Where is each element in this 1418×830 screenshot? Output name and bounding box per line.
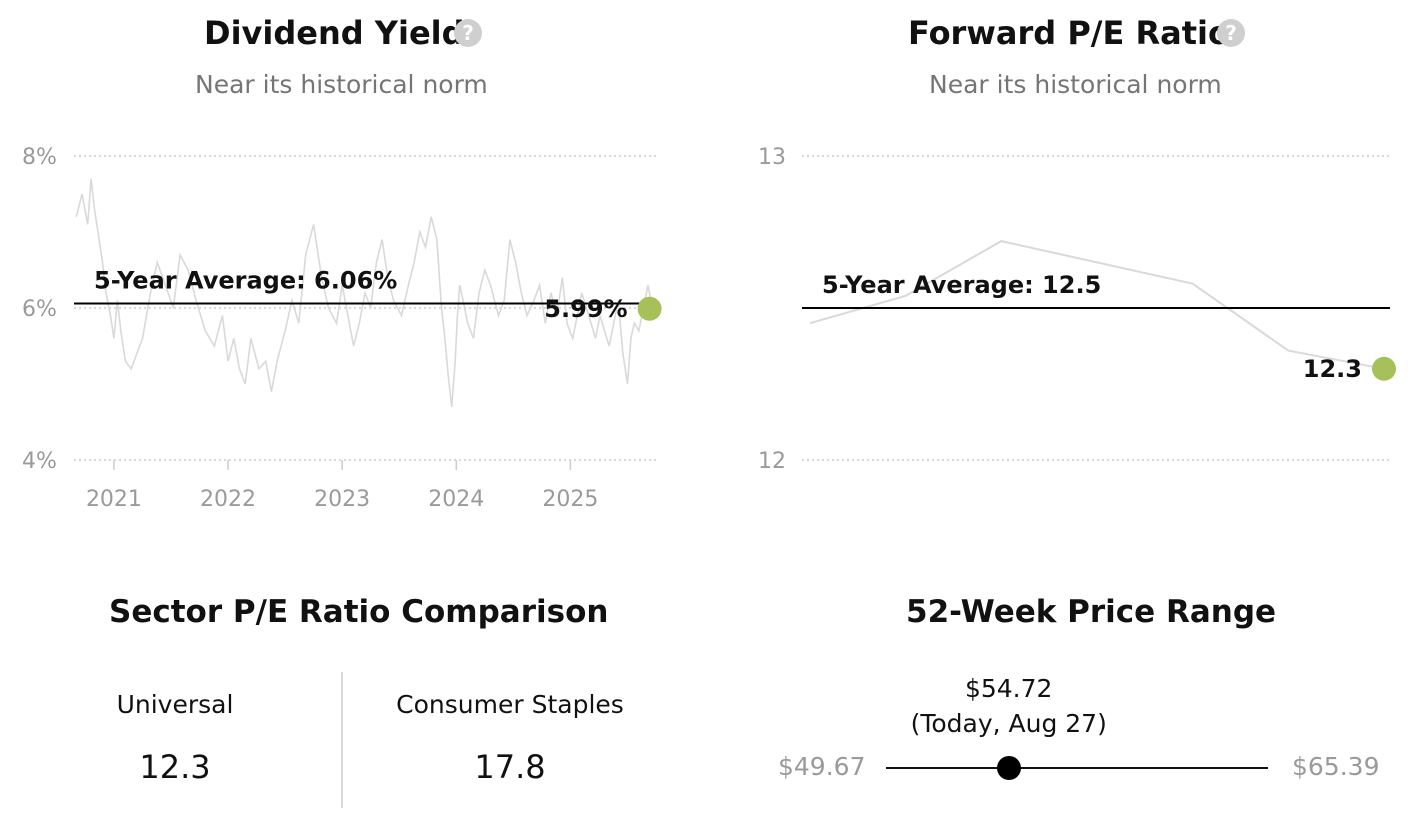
current-value-label: 12.3 xyxy=(1303,355,1362,383)
y-tick-label: 4% xyxy=(22,449,57,474)
average-label: 5-Year Average: 12.5 xyxy=(822,271,1101,299)
sector-item-universal-value: 12.3 xyxy=(139,748,211,786)
y-tick-label: 8% xyxy=(22,145,57,170)
price-range-current-note: (Today, Aug 27) xyxy=(910,709,1107,738)
dividend-help-icon[interactable]: ? xyxy=(454,19,482,47)
price-range-track xyxy=(886,767,1268,769)
dividend-yield-chart: 4% 6% 8% 2021 2022 2023 2024 2025 5-Year Average… xyxy=(22,145,662,512)
dividend-yield-subtitle: Near its historical norm xyxy=(195,70,488,99)
y-tick-label: 12 xyxy=(758,449,786,474)
series-line xyxy=(75,178,654,407)
forward-pe-subtitle: Near its historical norm xyxy=(929,70,1222,99)
series-line xyxy=(809,240,1385,370)
x-tick-label: 2025 xyxy=(542,487,598,512)
forward-pe-help-icon[interactable]: ? xyxy=(1217,19,1245,47)
x-tick-label: 2021 xyxy=(86,487,142,512)
current-value-dot xyxy=(1372,356,1396,381)
current-value-label: 5.99% xyxy=(544,295,627,323)
x-tick-label: 2024 xyxy=(428,487,484,512)
current-value-dot xyxy=(637,296,662,321)
sector-item-consumer-staples-value: 17.8 xyxy=(474,748,546,786)
sector-pe-title: Sector P/E Ratio Comparison xyxy=(109,594,609,630)
x-tick-label: 2023 xyxy=(314,487,370,512)
average-label: 5-Year Average: 6.06% xyxy=(94,266,397,294)
forward-pe-title: Forward P/E Ratio xyxy=(908,14,1230,52)
price-range-marker xyxy=(996,756,1021,780)
y-tick-label: 6% xyxy=(22,297,57,322)
dividend-yield-title: Dividend Yield xyxy=(204,14,465,52)
forward-pe-chart: 12 13 5-Year Average: 12.5 12.3 xyxy=(758,145,1396,474)
y-tick-label: 13 xyxy=(758,145,786,170)
price-range-title: 52-Week Price Range xyxy=(906,594,1277,630)
x-tick-label: 2022 xyxy=(200,487,256,512)
price-range-low: $49.67 xyxy=(778,752,866,781)
price-range-high: $65.39 xyxy=(1292,752,1380,781)
price-range-current: $54.72 (Today, Aug 27) xyxy=(883,671,1135,741)
sector-divider xyxy=(341,672,343,808)
sector-item-consumer-staples-label: Consumer Staples xyxy=(396,690,624,719)
sector-item-universal-label: Universal xyxy=(116,690,234,719)
price-range-current-value: $54.72 xyxy=(964,674,1053,703)
